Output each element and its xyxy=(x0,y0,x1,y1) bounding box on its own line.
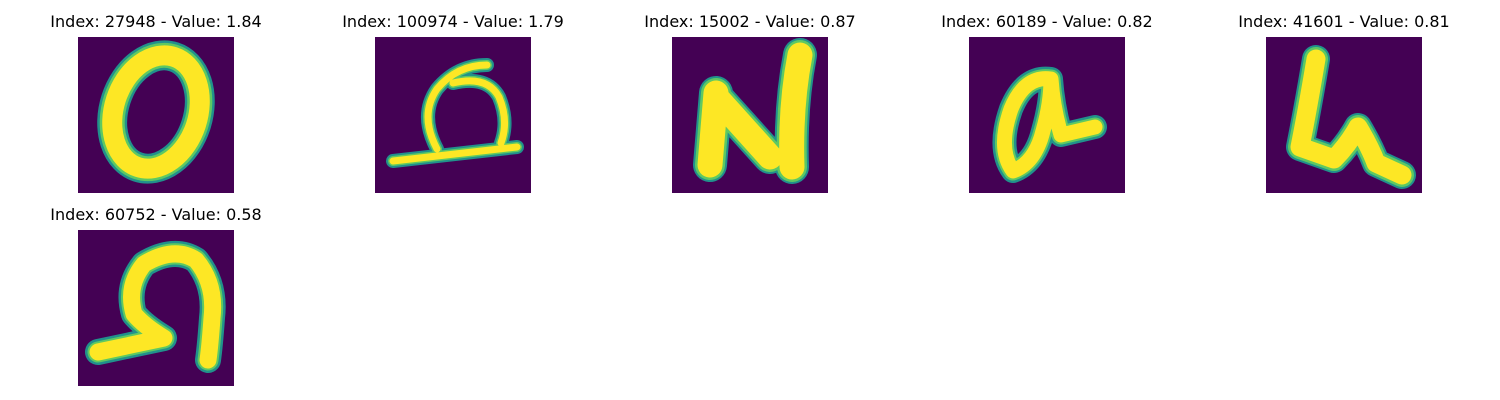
panel-title: Index: 100974 - Value: 1.79 xyxy=(342,12,564,31)
panel-title: Index: 60189 - Value: 0.82 xyxy=(941,12,1153,31)
panel-title: Index: 60752 - Value: 0.58 xyxy=(50,205,262,224)
letter-image-n xyxy=(672,37,828,193)
panel-title: Index: 41601 - Value: 0.81 xyxy=(1238,12,1450,31)
letter-image-u xyxy=(1266,37,1422,193)
panel-title: Index: 15002 - Value: 0.87 xyxy=(644,12,856,31)
digit-image-curl xyxy=(78,230,234,386)
panel-title: Index: 27948 - Value: 1.84 xyxy=(50,12,262,31)
digit-image-loop xyxy=(375,37,531,193)
digit-image-zero xyxy=(78,37,234,193)
letter-image-a xyxy=(969,37,1125,193)
